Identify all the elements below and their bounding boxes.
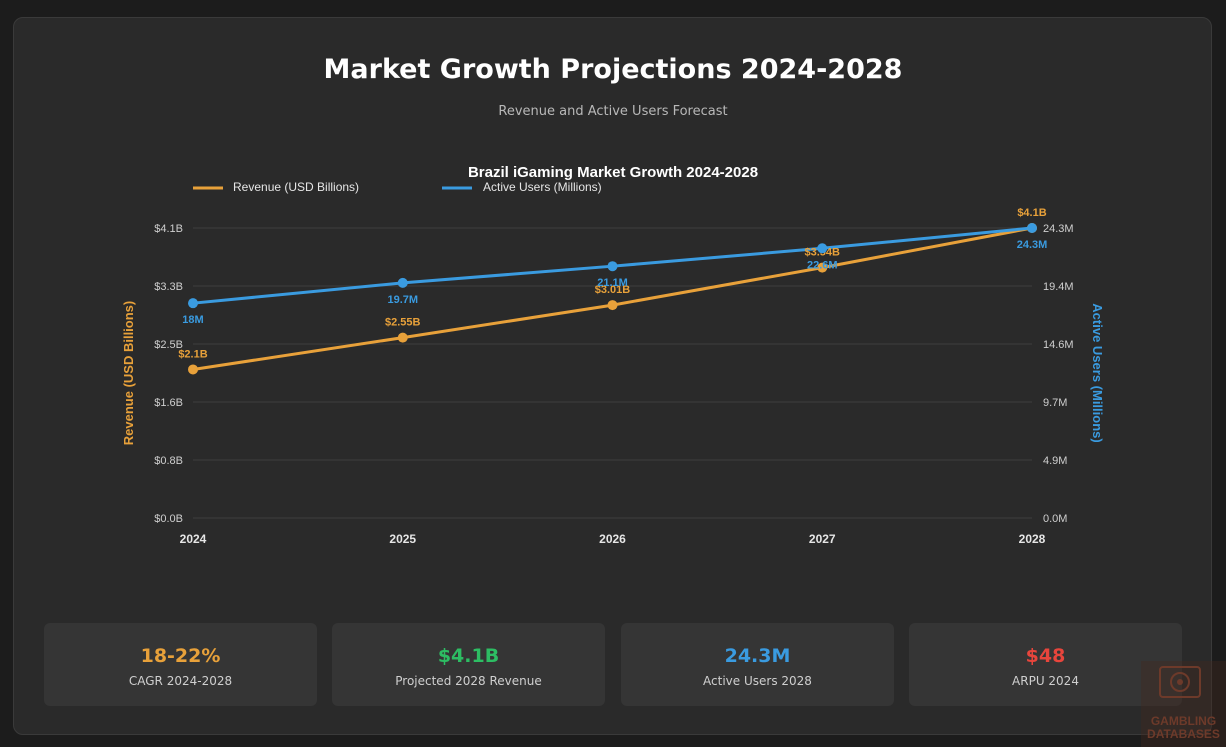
- stat-card-users: 24.3M Active Users 2028: [621, 623, 894, 706]
- stat-card-arpu: $48 ARPU 2024: [909, 623, 1182, 706]
- watermark-text: GAMBLING DATABASES: [1141, 715, 1226, 741]
- y-right-tick: 24.3M: [1043, 223, 1074, 235]
- watermark-line1: GAMBLING: [1150, 714, 1217, 728]
- y-left-axis-label: Revenue (USD Billions): [121, 301, 136, 445]
- users-data-label: 18M: [182, 314, 203, 326]
- x-tick-label: 2027: [809, 532, 836, 546]
- legend-label-users: Active Users (Millions): [483, 180, 602, 194]
- revenue-point: [397, 332, 408, 343]
- y-right-tick: 0.0M: [1043, 513, 1067, 525]
- chart-card: [13, 17, 1212, 735]
- stat-card-cagr: 18-22% CAGR 2024-2028: [44, 623, 317, 706]
- stat-value: 24.3M: [724, 645, 791, 667]
- y-right-tick: 4.9M: [1043, 455, 1067, 467]
- y-left-tick: $3.3B: [154, 281, 183, 293]
- users-point: [397, 277, 408, 288]
- stat-label: CAGR 2024-2028: [128, 674, 233, 688]
- stat-label: Active Users 2028: [703, 674, 812, 688]
- users-point: [817, 243, 828, 254]
- revenue-point: [188, 364, 198, 375]
- revenue-data-label: $3.01B: [595, 284, 631, 296]
- y-right-tick: 14.6M: [1043, 339, 1074, 351]
- stat-value: $4.1B: [437, 645, 500, 667]
- growth-chart: Brazil iGaming Market Growth 2024-2028 Re…: [121, 164, 1105, 546]
- page-subtitle: Revenue and Active Users Forecast: [498, 104, 728, 119]
- y-left-tick: $0.0B: [154, 513, 183, 525]
- users-data-label: 22.6M: [807, 259, 838, 271]
- stat-card-revenue: $4.1B Projected 2028 Revenue: [332, 623, 605, 706]
- chart-title: Brazil iGaming Market Growth 2024-2028: [468, 164, 758, 181]
- revenue-point: [607, 300, 618, 311]
- watermark-line2: DATABASES: [1147, 727, 1220, 741]
- x-tick-label: 2028: [1019, 532, 1046, 546]
- legend-label-revenue: Revenue (USD Billions): [233, 180, 359, 194]
- y-left-tick: $4.1B: [154, 223, 183, 235]
- stat-label: ARPU 2024: [1012, 674, 1079, 688]
- y-left-tick: $1.6B: [154, 397, 183, 409]
- revenue-line: [192, 226, 1033, 371]
- users-data-label: 24.3M: [1017, 239, 1048, 251]
- watermark-logo: GAMBLING DATABASES: [1141, 661, 1226, 747]
- users-data-label: 21.1M: [597, 277, 628, 289]
- x-tick-label: 2024: [180, 532, 207, 546]
- gambling-logo-icon: [1159, 666, 1201, 698]
- revenue-data-label: $2.1B: [178, 348, 207, 360]
- y-right-axis-label: Active Users (Millions): [1090, 303, 1105, 442]
- users-point: [607, 261, 618, 272]
- x-tick-label: 2026: [599, 532, 626, 546]
- x-tick-label: 2025: [389, 532, 416, 546]
- users-point: [1027, 223, 1037, 233]
- users-data-label: 19.7M: [387, 294, 418, 306]
- revenue-data-label: $2.55B: [385, 317, 421, 329]
- revenue-data-label: $4.1B: [1017, 207, 1046, 219]
- stat-value: $48: [1025, 645, 1066, 667]
- y-right-tick: 19.4M: [1043, 281, 1074, 293]
- stat-value: 18-22%: [140, 645, 221, 667]
- stat-label: Projected 2028 Revenue: [395, 674, 542, 688]
- y-right-tick: 9.7M: [1043, 397, 1067, 409]
- y-left-tick: $0.8B: [154, 455, 183, 467]
- revenue-point: [817, 262, 828, 273]
- y-left-tick: $2.5B: [154, 339, 183, 351]
- page-title: Market Growth Projections 2024-2028: [323, 54, 903, 85]
- users-point: [188, 298, 198, 309]
